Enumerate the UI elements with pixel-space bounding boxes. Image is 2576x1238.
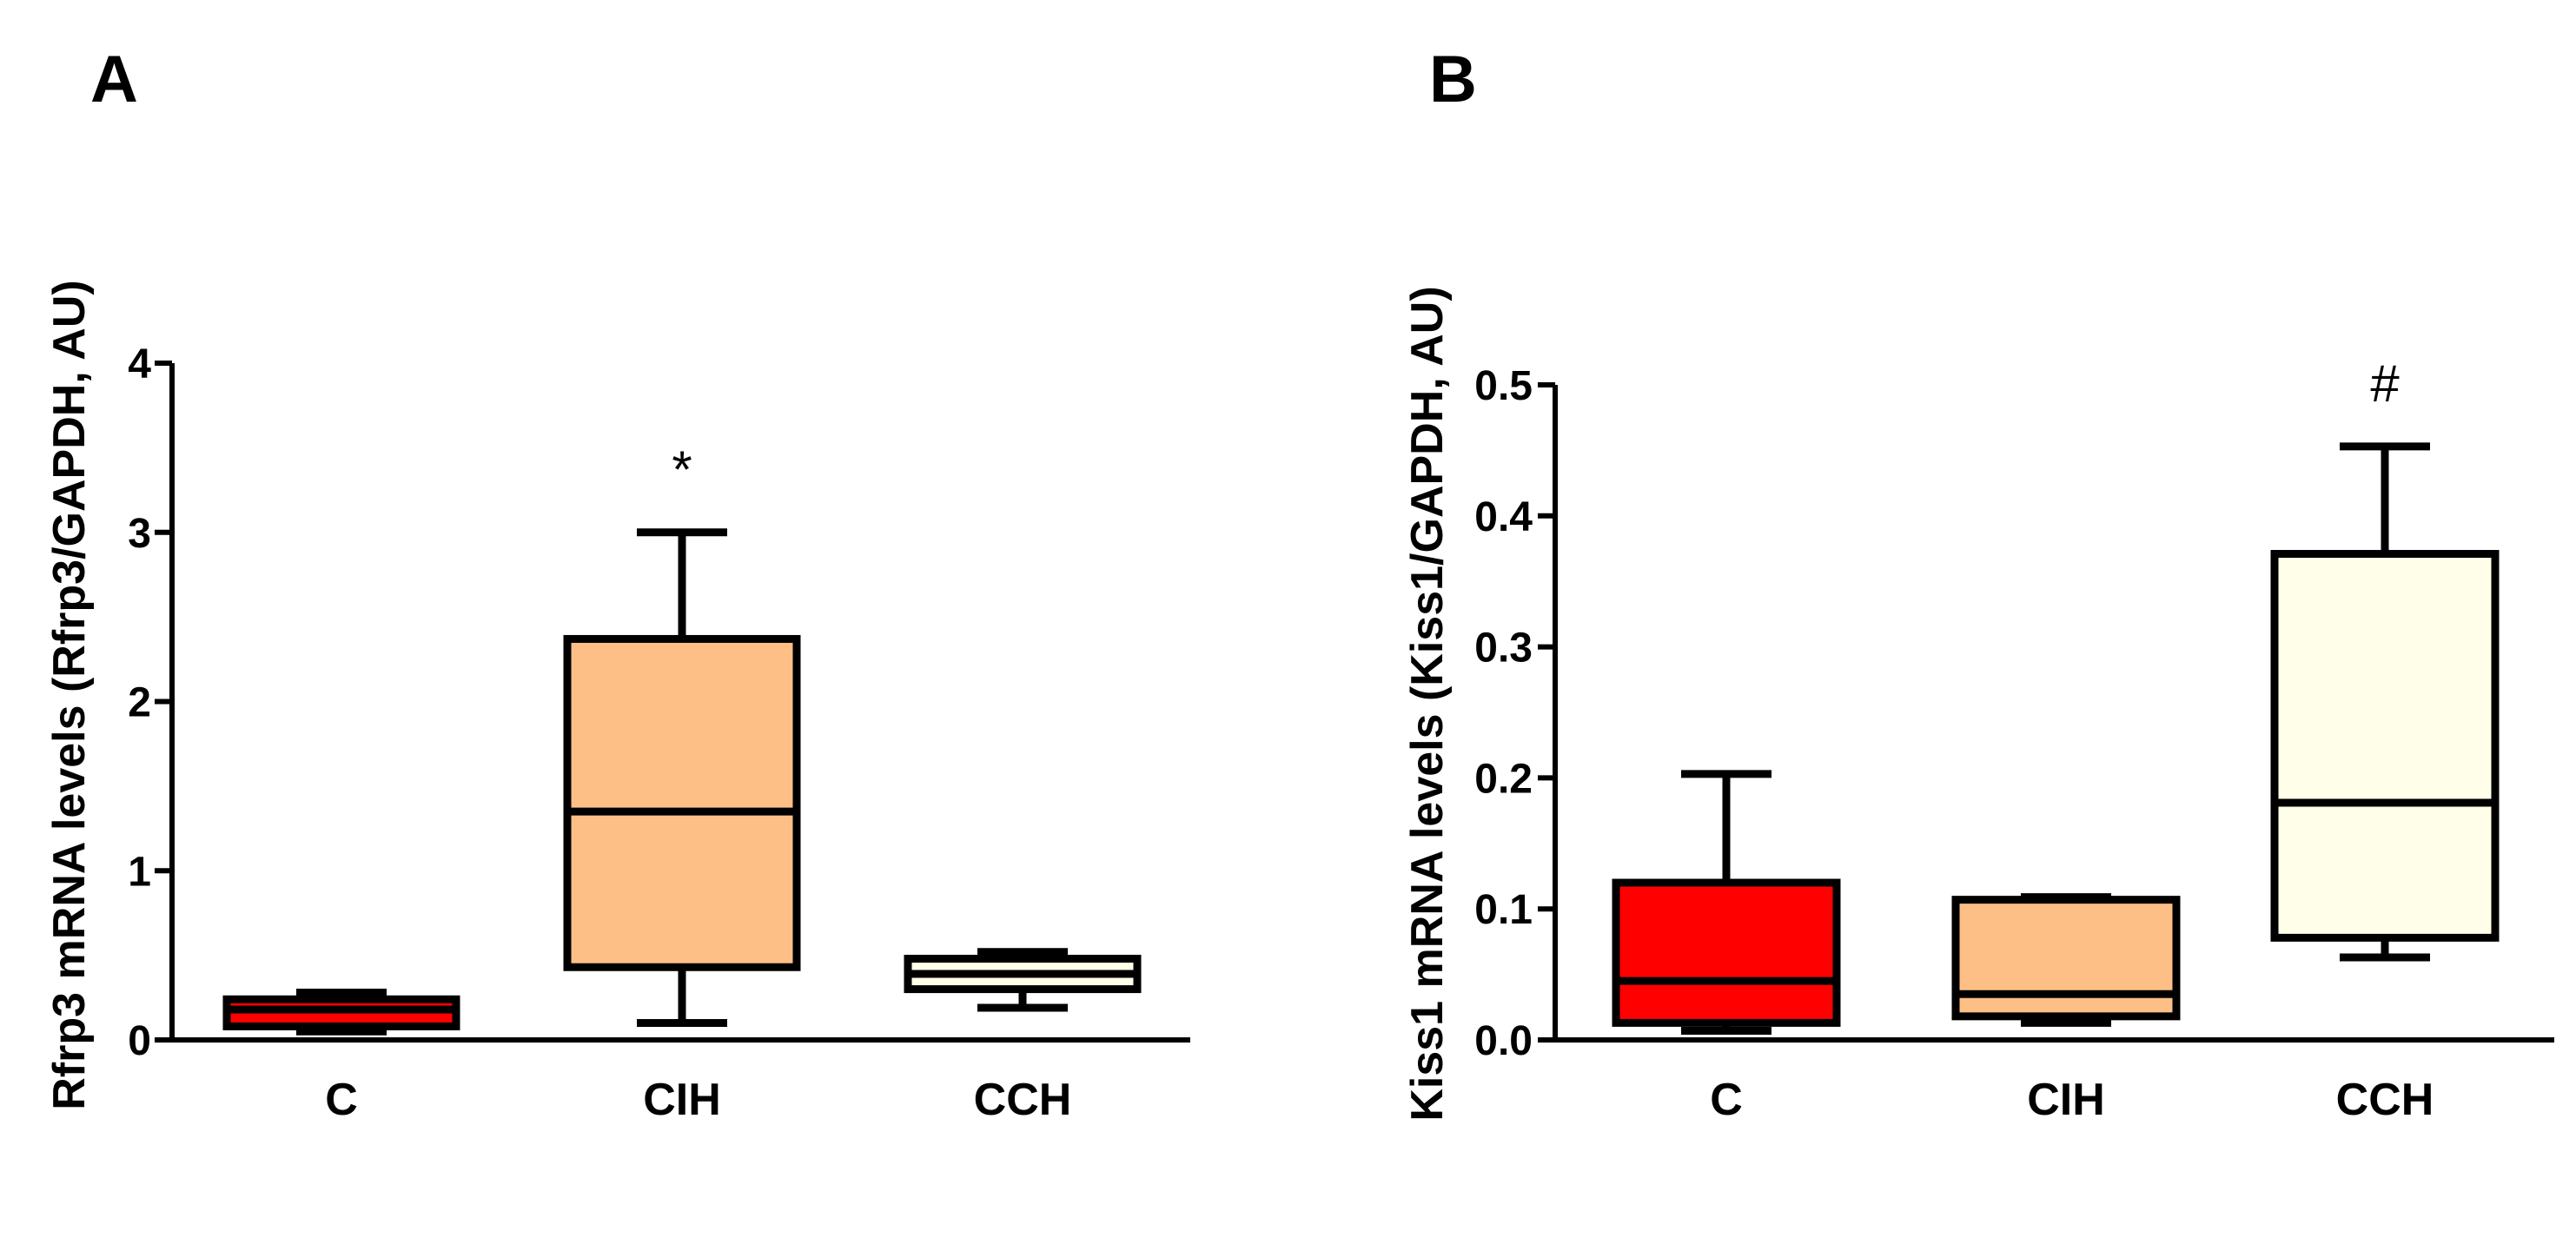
box-b-cih [1951,893,2181,1027]
y-tick-label-b: 0.3 [1474,626,1533,672]
significance-marker: # [2370,354,2400,413]
y-tick-label-a: 1 [128,849,151,895]
iqr-box [563,634,801,971]
y-tick-label-b: 0.0 [1474,1018,1533,1064]
box-a-cih: * [563,440,801,1028]
y-tick-label-b: 0.1 [1474,887,1533,933]
y-tick-label-b: 0.4 [1474,494,1533,540]
panel-a: A Rfrp3 mRNA levels (Rfrp3/GAPDH, AU) 0 1… [44,43,1190,1125]
box-b-c [1612,770,1841,1035]
x-category-label-a: C [325,1075,358,1125]
panel-letter-a: A [90,43,138,116]
x-category-label-b: CCH [2336,1075,2434,1125]
significance-marker: * [672,440,692,499]
panel-b: B Kiss1 mRNA levels (Kiss1/GAPDH, AU) 0.… [1402,43,2554,1125]
plot-area-a: 0 1 2 3 4 C * CIH CCH [128,341,1190,1125]
y-tick-label-a: 3 [128,511,151,557]
x-category-label-b: C [1710,1075,1743,1125]
iqr-box [2270,550,2500,942]
box-a-c [222,988,460,1036]
plot-area-b: 0.0 0.1 0.2 0.3 0.4 0.5 C CIH # CCH [1474,354,2554,1125]
iqr-box [1951,896,2181,1021]
y-tick-label-b: 0.5 [1474,363,1533,409]
box-a-cch [904,948,1142,1012]
y-tick-label-b: 0.2 [1474,756,1533,802]
box-b-cch: # [2270,354,2500,962]
panel-letter-b: B [1429,43,1477,116]
x-category-label-a: CIH [643,1075,721,1125]
y-tick-label-a: 2 [128,680,151,726]
y-axis-title-b: Kiss1 mRNA levels (Kiss1/GAPDH, AU) [1402,286,1453,1121]
x-category-label-a: CCH [974,1075,1072,1125]
y-axis-title-a: Rfrp3 mRNA levels (Rfrp3/GAPDH, AU) [44,280,95,1109]
y-tick-label-a: 0 [128,1018,151,1064]
iqr-box [1612,878,1841,1027]
x-category-label-b: CIH [2027,1075,2105,1125]
y-tick-label-a: 4 [128,341,151,387]
